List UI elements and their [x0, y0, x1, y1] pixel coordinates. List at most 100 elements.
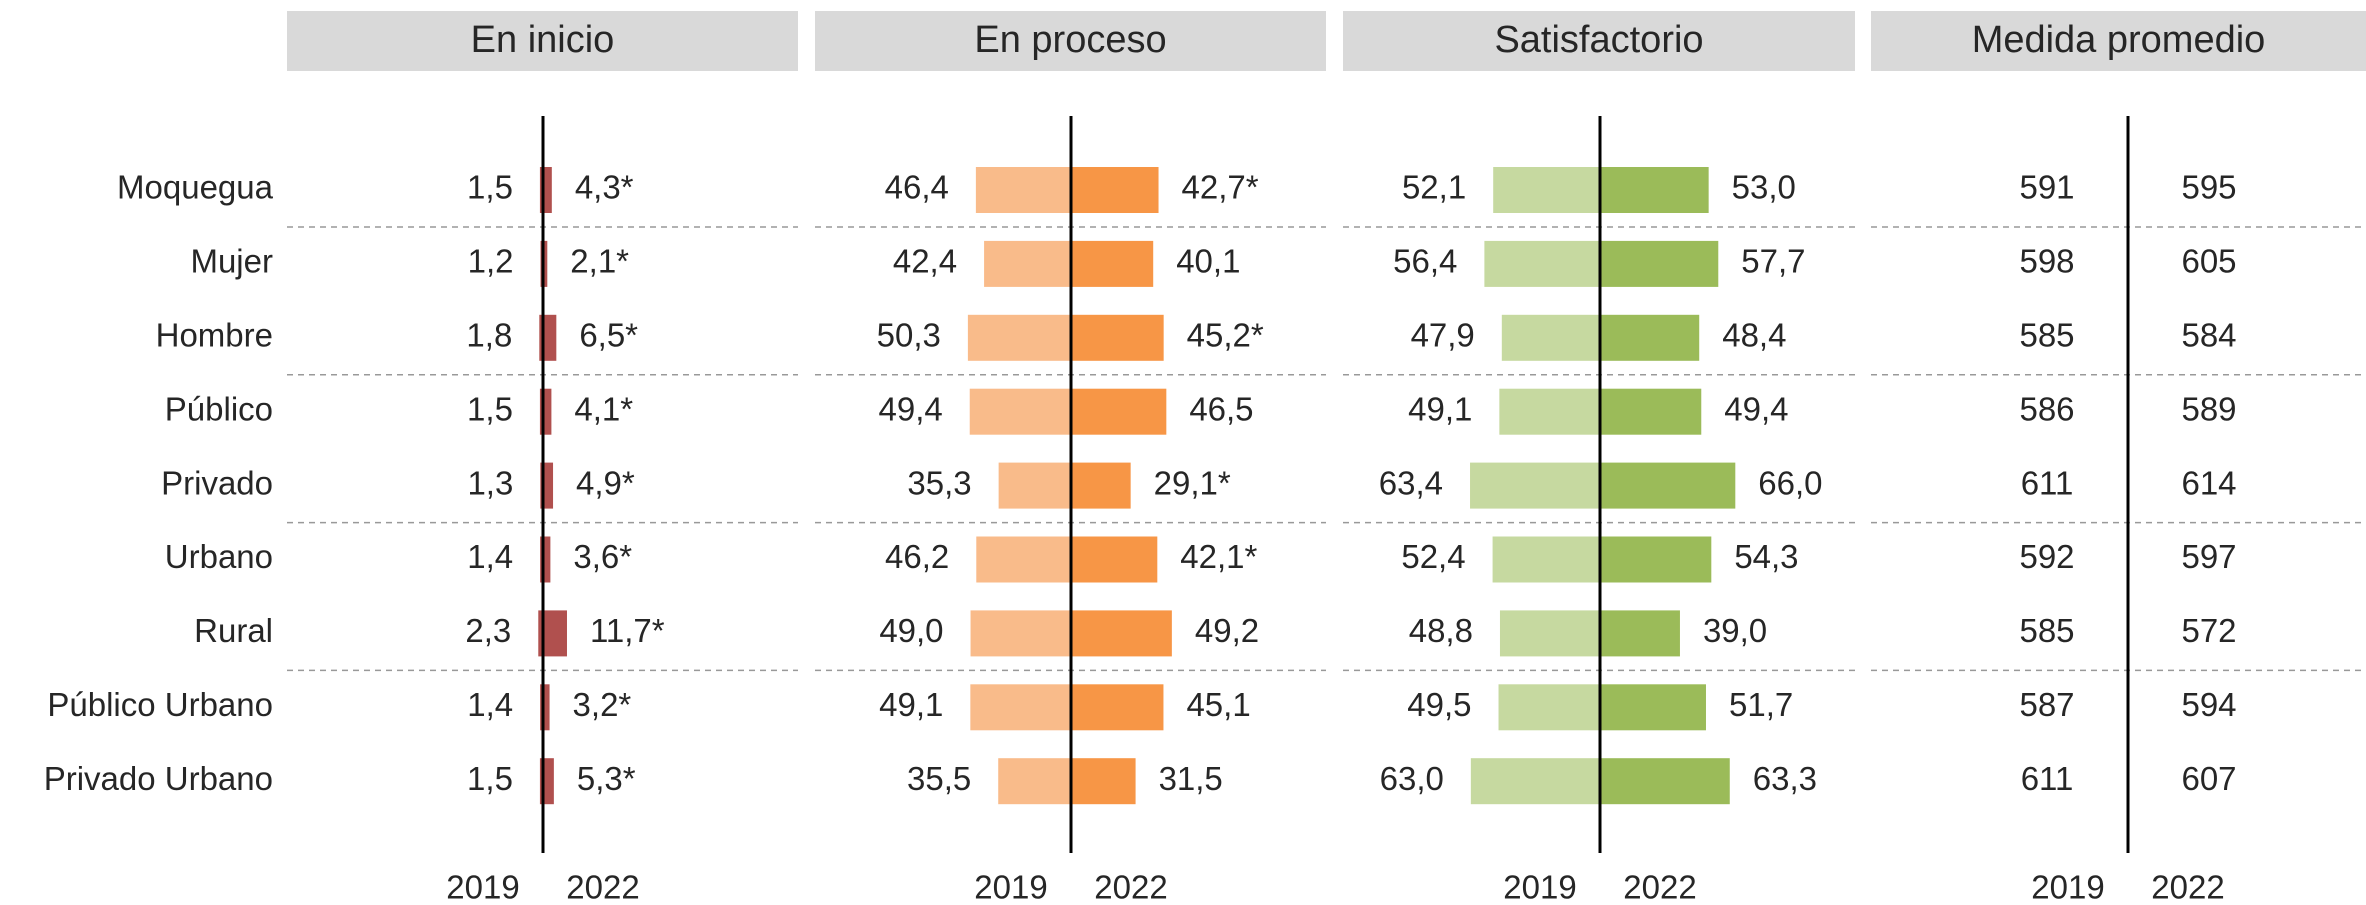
value-label: 40,1	[1176, 243, 1240, 280]
bar	[975, 167, 1071, 213]
bar	[1600, 167, 1709, 213]
bar	[1071, 167, 1159, 213]
value-label: 605	[2181, 243, 2236, 280]
value-label: 594	[2181, 686, 2236, 723]
value-label: 29,1*	[1154, 464, 1231, 501]
year-label: 2019	[974, 869, 1047, 905]
row-label: Hombre	[156, 317, 273, 354]
value-label: 56,4	[1393, 243, 1457, 280]
value-label: 47,9	[1411, 317, 1475, 354]
bar	[1501, 314, 1600, 361]
value-label: 607	[2181, 760, 2236, 797]
value-label: 45,1	[1186, 686, 1250, 723]
value-label: 3,2*	[573, 686, 632, 723]
value-label: 66,0	[1758, 464, 1822, 501]
bar	[1600, 388, 1702, 435]
value-label: 54,3	[1734, 538, 1798, 575]
bar	[970, 610, 1071, 657]
value-label: 2,3	[465, 612, 511, 649]
value-label: 598	[2019, 243, 2074, 280]
bar	[543, 536, 551, 583]
panel-header	[815, 11, 1326, 71]
value-label: 591	[2019, 169, 2074, 206]
value-label: 63,3	[1753, 760, 1817, 797]
bar	[1600, 536, 1712, 583]
bar	[1493, 167, 1600, 213]
value-label: 42,1*	[1180, 538, 1257, 575]
bar	[998, 758, 1071, 805]
value-label: 1,4	[467, 686, 513, 723]
bar	[1071, 314, 1164, 361]
panel-title: En inicio	[471, 19, 615, 61]
bar	[1600, 462, 1736, 509]
value-label: 51,7	[1729, 686, 1793, 723]
value-label: 53,0	[1732, 169, 1796, 206]
bar	[543, 758, 554, 805]
bar	[539, 758, 543, 805]
bar	[998, 462, 1071, 509]
bar	[543, 684, 550, 731]
panel-title: Satisfactorio	[1494, 19, 1703, 61]
value-label: 1,5	[467, 169, 513, 206]
value-label: 611	[2021, 760, 2074, 797]
value-label: 48,8	[1409, 612, 1473, 649]
value-label: 39,0	[1703, 612, 1767, 649]
value-label: 49,0	[879, 612, 943, 649]
value-label: 584	[2181, 317, 2236, 354]
bar	[1600, 610, 1680, 657]
row-label: Público Urbano	[47, 686, 273, 723]
year-label: 2019	[1503, 869, 1576, 905]
value-label: 50,3	[877, 317, 941, 354]
value-label: 1,2	[468, 243, 514, 280]
row-label: Público	[165, 390, 273, 427]
value-label: 1,8	[466, 317, 512, 354]
bar	[539, 388, 543, 435]
row-label: Mujer	[190, 243, 273, 280]
row-label: Privado	[161, 464, 273, 501]
value-label: 2,1*	[570, 243, 629, 280]
value-label: 614	[2181, 464, 2236, 501]
bar	[1600, 758, 1730, 805]
value-label: 46,2	[885, 538, 949, 575]
value-label: 1,3	[467, 464, 513, 501]
value-label: 587	[2019, 686, 2074, 723]
bar	[970, 684, 1071, 731]
value-label: 31,5	[1159, 760, 1223, 797]
bar	[1499, 388, 1600, 435]
bar	[1071, 240, 1154, 287]
value-label: 49,4	[1724, 390, 1788, 427]
bar	[967, 314, 1071, 361]
value-label: 42,4	[893, 243, 957, 280]
row-label: Urbano	[165, 538, 273, 575]
value-label: 35,3	[907, 464, 971, 501]
bar	[1470, 462, 1600, 509]
value-label: 4,1*	[574, 390, 633, 427]
value-label: 49,1	[879, 686, 943, 723]
value-label: 49,1	[1408, 390, 1472, 427]
value-label: 5,3*	[577, 760, 636, 797]
bar	[1071, 536, 1158, 583]
value-label: 48,4	[1722, 317, 1786, 354]
bar	[1071, 462, 1131, 509]
value-label: 1,5	[467, 760, 513, 797]
bar	[1499, 610, 1600, 657]
value-label: 63,0	[1380, 760, 1444, 797]
value-label: 46,4	[885, 169, 949, 206]
value-label: 1,5	[467, 390, 513, 427]
bar	[1600, 684, 1706, 731]
panel-title: En proceso	[974, 19, 1166, 61]
bar	[543, 462, 554, 509]
value-label: 35,5	[907, 760, 971, 797]
bar	[1498, 684, 1600, 731]
bar	[1071, 610, 1172, 657]
value-label: 4,9*	[576, 464, 635, 501]
value-label: 3,6*	[573, 538, 632, 575]
bar	[538, 610, 543, 657]
panel-title: Medida promedio	[1972, 19, 2266, 61]
year-label: 2022	[566, 869, 639, 905]
value-label: 49,4	[878, 390, 942, 427]
value-label: 586	[2019, 390, 2074, 427]
value-label: 49,5	[1407, 686, 1471, 723]
bar	[984, 240, 1071, 287]
value-label: 597	[2181, 538, 2236, 575]
